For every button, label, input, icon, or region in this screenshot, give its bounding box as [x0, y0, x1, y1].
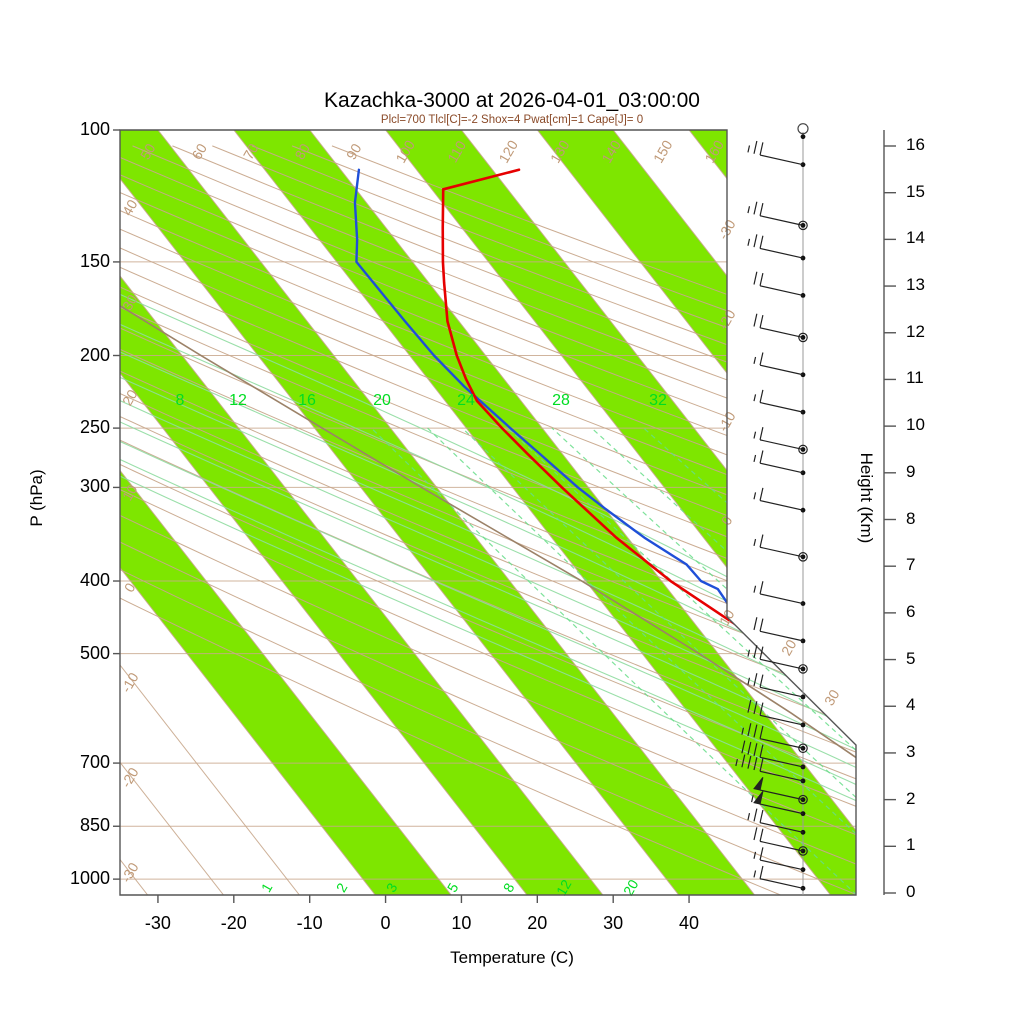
wind-barb-column: [735, 123, 809, 895]
isotherm-label-left: -30: [118, 860, 142, 886]
temperature-tick-0: 0: [380, 913, 391, 933]
pressure-tick-200: 200: [79, 344, 110, 365]
height-tick-14: 14: [906, 228, 925, 248]
moist-adiabat-label: 8: [176, 392, 185, 409]
isotherm-label-right: 20: [778, 637, 800, 659]
pressure-tick-250: 250: [79, 417, 110, 438]
dry-adiabat-label: 60: [188, 141, 210, 163]
isotherm-label-left: 30: [119, 292, 141, 314]
height-tick-7: 7: [906, 555, 916, 575]
temperature-tick-20: 20: [527, 913, 548, 933]
height-tick-16: 16: [906, 135, 925, 154]
dry-adiabat-label: 120: [495, 137, 521, 165]
isotherm-label-left: -20: [118, 765, 142, 791]
mixing-ratio-label: 1: [258, 880, 276, 895]
temperature-tick--20: -20: [220, 913, 247, 933]
height-tick-12: 12: [906, 321, 925, 341]
moist-adiabat-label: 20: [373, 392, 391, 409]
height-tick-10: 10: [906, 415, 925, 435]
isotherm-label-right: 30: [821, 687, 843, 709]
pressure-tick-150: 150: [79, 250, 110, 271]
sounding-indices-subtitle: Plcl=700 Tlcl[C]=-2 Shox=4 Pwat[cm]=1 Ca…: [380, 114, 644, 126]
isotherm-label-left: 40: [119, 197, 141, 219]
pressure-tick-300: 300: [79, 476, 110, 497]
temperature-tick-30: 30: [603, 913, 624, 933]
pressure-tick-1000: 1000: [69, 868, 110, 889]
temperature-tick-10: 10: [451, 913, 472, 933]
dry-adiabat-label: 150: [650, 137, 676, 165]
dry-adiabat-label: 50: [137, 141, 159, 163]
moist-adiabat-label: 16: [298, 392, 316, 409]
height-tick-6: 6: [906, 601, 916, 621]
isotherm-label-left: -10: [118, 670, 142, 696]
pressure-tick-400: 400: [79, 570, 110, 591]
parcel-trace: [120, 168, 856, 880]
height-tick-2: 2: [906, 788, 916, 808]
pressure-tick-100: 100: [79, 119, 110, 139]
moist-adiabat-label: 24: [457, 392, 475, 409]
pressure-tick-850: 850: [79, 815, 110, 836]
axis-ticks: [113, 129, 896, 903]
isotherm-label-left: 10: [119, 482, 141, 504]
dewpoint-trace: [353, 168, 856, 823]
height-tick-8: 8: [906, 508, 916, 528]
temperature-tick--10: -10: [296, 913, 323, 933]
pressure-tick-700: 700: [79, 752, 110, 773]
dry-adiabat-label: 80: [291, 141, 313, 163]
page-title: Kazachka-3000 at 2026-04-01_03:00:00: [324, 89, 700, 112]
height-tick-5: 5: [906, 648, 916, 668]
height-tick-3: 3: [906, 741, 916, 761]
temperature-tick-40: 40: [679, 913, 700, 933]
isotherm-label-left: 20: [119, 387, 141, 409]
moist-adiabat-label: 32: [649, 392, 667, 409]
x-axis-label: Temperature (C): [450, 948, 574, 967]
temperature-trace: [441, 168, 856, 826]
height-tick-13: 13: [906, 275, 925, 295]
moist-adiabat-label: 12: [229, 392, 247, 409]
height-tick-0: 0: [906, 882, 916, 901]
height-tick-11: 11: [906, 368, 924, 388]
height-tick-9: 9: [906, 461, 916, 481]
shaded-bands: [120, 130, 856, 895]
height-tick-15: 15: [906, 181, 925, 201]
temperature-tick--30: -30: [144, 913, 171, 933]
mixing-ratio-label: 20: [620, 877, 642, 899]
mixing-ratio-label: 8: [500, 880, 518, 895]
plot-frame: [119, 129, 885, 896]
mixing-ratio-label: 2: [333, 880, 351, 895]
pressure-tick-500: 500: [79, 642, 110, 663]
dry-adiabat-label: 90: [343, 141, 365, 163]
height-tick-1: 1: [906, 835, 916, 855]
mixing-ratio-label: 12: [553, 877, 575, 899]
moist-adiabat-label: 28: [552, 392, 570, 409]
dry-adiabat-label: 70: [240, 141, 262, 163]
height-tick-4: 4: [906, 695, 916, 715]
